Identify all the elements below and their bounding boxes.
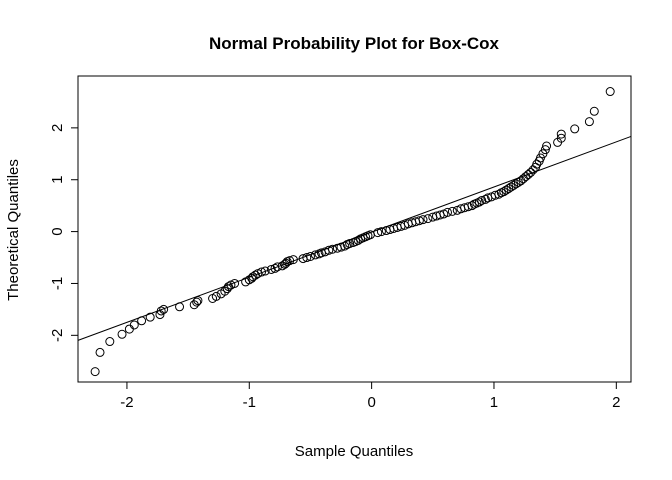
plot-area (77, 87, 632, 377)
x-tick-label: 2 (612, 394, 620, 411)
data-point (230, 278, 240, 288)
data-point (156, 306, 166, 316)
data-point (584, 117, 594, 127)
y-axis: -2 -1 0 1 2 (49, 124, 79, 342)
x-tick-label: 0 (367, 394, 375, 411)
data-point (501, 185, 511, 195)
data-point (523, 170, 533, 180)
data-point (124, 324, 134, 334)
data-point (556, 133, 566, 143)
data-point (463, 202, 473, 212)
data-point (260, 266, 270, 276)
data-point (353, 235, 363, 245)
data-point (324, 245, 334, 255)
x-tick-label: -2 (120, 394, 133, 411)
y-tick-label: 1 (49, 176, 66, 184)
data-point (327, 244, 337, 254)
data-point (494, 189, 504, 199)
data-point (302, 253, 312, 263)
data-point (288, 255, 298, 265)
data-point (414, 216, 424, 226)
data-point (540, 145, 550, 155)
data-point (506, 182, 516, 192)
data-point (418, 215, 428, 225)
data-point (137, 316, 147, 326)
data-point (504, 184, 514, 194)
data-point (285, 256, 295, 266)
data-point (499, 187, 509, 197)
x-tick-label: -1 (243, 394, 256, 411)
data-point (474, 197, 484, 207)
y-tick-label: -2 (49, 329, 66, 342)
data-point (509, 180, 519, 190)
data-point (211, 291, 221, 301)
data-point (95, 347, 105, 357)
data-point (145, 312, 155, 322)
data-point (266, 264, 276, 274)
data-point (605, 87, 615, 97)
data-point (477, 195, 487, 205)
chart-title: Normal Probability Plot for Box-Cox (209, 34, 500, 53)
data-point (376, 227, 386, 237)
data-point (340, 241, 350, 251)
data-point (248, 272, 258, 282)
data-point (310, 250, 320, 260)
data-point (490, 190, 500, 200)
data-point (365, 230, 375, 240)
data-point (373, 228, 383, 238)
data-point (442, 207, 452, 217)
data-point (345, 239, 355, 249)
data-point (117, 329, 127, 339)
data-point (467, 201, 477, 211)
data-point (526, 167, 536, 177)
data-point (159, 304, 169, 314)
y-axis-label: Theoretical Quantiles (5, 159, 22, 301)
data-point (105, 337, 115, 347)
data-point (336, 242, 346, 252)
data-point (129, 320, 139, 330)
plot-frame (77, 75, 632, 383)
x-axis-label: Sample Quantiles (295, 443, 413, 460)
data-point (556, 129, 566, 139)
y-tick-label: 0 (49, 227, 66, 235)
data-point (423, 214, 433, 224)
data-point (480, 194, 490, 204)
y-tick-label: -1 (49, 277, 66, 290)
data-point (511, 179, 521, 189)
data-point (589, 106, 599, 116)
data-point (542, 141, 552, 151)
data-point (175, 302, 185, 312)
data-point (257, 267, 267, 277)
data-point (90, 367, 100, 377)
x-tick-label: 1 (490, 394, 498, 411)
data-point (305, 251, 315, 261)
data-point (447, 206, 457, 216)
data-point (570, 124, 580, 134)
x-axis: -2 -1 0 1 2 (120, 381, 620, 411)
data-point (193, 296, 203, 306)
y-tick-label: 2 (49, 124, 66, 132)
data-point (192, 297, 202, 307)
